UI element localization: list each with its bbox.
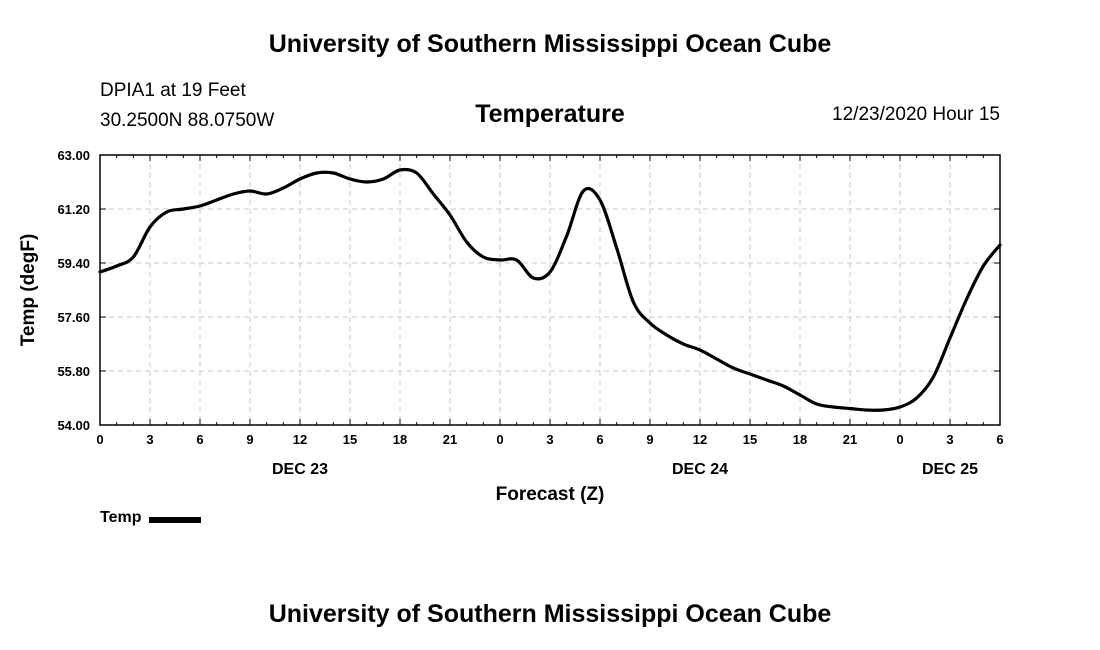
station-info: DPIA1 at 19 Feet 30.2500N 88.0750W	[100, 76, 274, 136]
station-coordinates: 30.2500N 88.0750W	[100, 110, 275, 131]
x-tick-label: 12	[693, 432, 707, 447]
series-layer	[98, 167, 1002, 412]
axis-labels: 0 3 6 9 12 15 18 21 0 3 6 9 12 15 18 21 0 3 6 54.00 55.80 57.…	[18, 148, 1004, 505]
x-tick-label: 3	[546, 432, 553, 447]
x-tick-label: 21	[843, 432, 857, 447]
y-tick-label: 59.40	[57, 256, 90, 271]
x-tick-label: 21	[443, 432, 457, 447]
x-tick-label: 0	[96, 432, 103, 447]
top-title: University of Southern Mississippi Ocean…	[268, 30, 832, 58]
bottom-title: University of Southern Mississippi Ocean…	[268, 600, 832, 628]
x-tick-label: 6	[196, 432, 203, 447]
series-line-temp	[98, 167, 1002, 412]
x-axis-label: Forecast (Z)	[496, 484, 605, 505]
legend: Temp	[100, 509, 202, 527]
x-tick-label: 9	[646, 432, 653, 447]
x-tick-label: 18	[793, 432, 807, 447]
x-tick-label: 15	[343, 432, 357, 447]
x-tick-label: 0	[496, 432, 503, 447]
x-tick-label: 6	[596, 432, 603, 447]
y-tick-label: 54.00	[57, 418, 90, 433]
legend-label-temp: Temp	[100, 509, 142, 526]
y-tick-label: 57.60	[57, 310, 90, 325]
day-label: DEC 24	[672, 461, 728, 478]
x-tick-label: 3	[146, 432, 153, 447]
chart-title: Temperature	[475, 100, 625, 128]
grid	[100, 155, 1000, 425]
x-tick-label: 0	[896, 432, 903, 447]
legend-swatch-temp	[149, 516, 202, 523]
x-tick-label: 15	[743, 432, 757, 447]
y-tick-label: 61.20	[57, 202, 90, 217]
run-time: 12/23/2020 Hour 15	[832, 104, 1000, 125]
x-tick-label: 6	[996, 432, 1003, 447]
x-tick-label: 18	[393, 432, 407, 447]
day-label: DEC 23	[272, 461, 328, 478]
station-name: DPIA1 at 19 Feet	[100, 80, 246, 101]
axes	[99, 154, 1001, 426]
x-tick-label: 9	[246, 432, 253, 447]
x-tick-label: 3	[946, 432, 953, 447]
y-tick-label: 63.00	[57, 148, 90, 163]
y-axis-label: Temp (degF)	[18, 234, 39, 347]
y-tick-label: 55.80	[57, 364, 90, 379]
x-tick-label: 12	[293, 432, 307, 447]
day-label: DEC 25	[922, 461, 978, 478]
